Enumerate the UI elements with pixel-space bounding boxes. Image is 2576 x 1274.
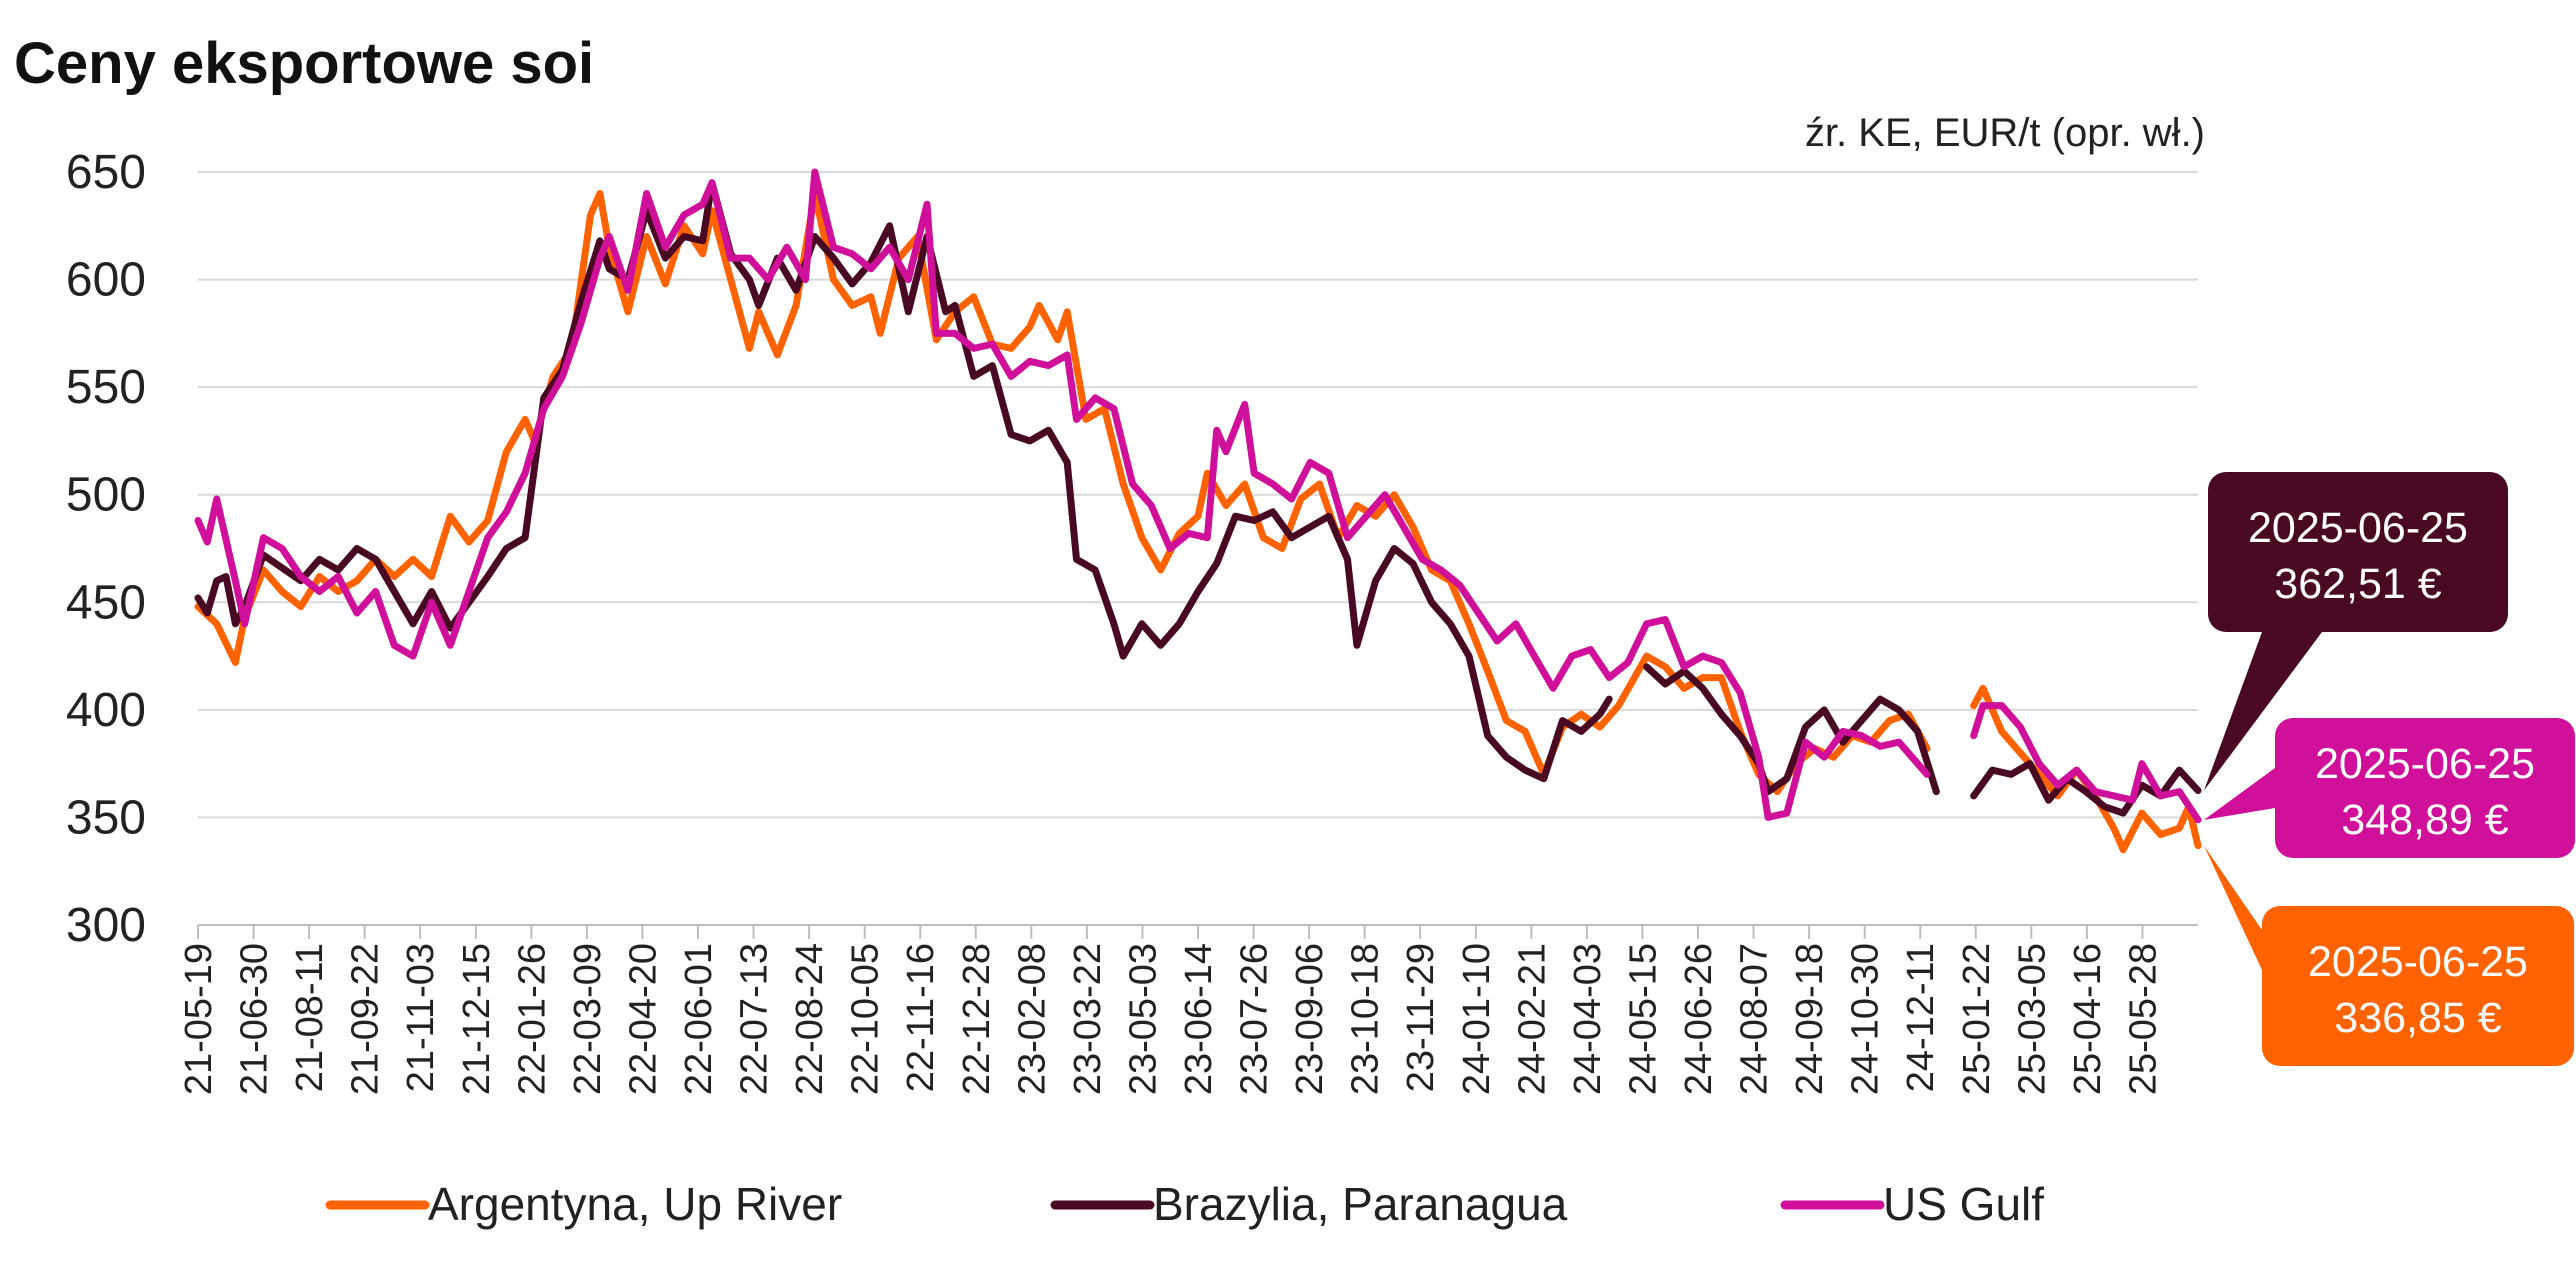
legend-item-1: Argentyna, Up River [325,1178,842,1230]
gridlines [198,171,2198,926]
x-tick-label: 23-07-26 [1234,943,1276,1095]
y-tick-label: 650 [66,146,146,199]
x-tick-label: 23-06-14 [1178,943,1220,1095]
x-tick-label: 25-04-16 [2067,943,2109,1095]
x-tick-label: 21-05-19 [178,943,220,1095]
legend: Argentyna, Up River Brazylia, Paranagua US… [325,1178,2044,1230]
y-tick-label: 450 [66,576,146,629]
x-tick-label: 21-06-30 [234,943,276,1095]
x-tick-label: 22-12-28 [956,943,998,1095]
series-3 [194,168,2202,824]
x-axis-ticks: 21-05-19 21-06-30 21-08-11 21-09-22 21-11-03… [178,925,2164,1095]
callout-value: 362,51 € [2274,560,2441,608]
legend-label: Argentyna, Up River [428,1178,842,1230]
x-tick-label: 24-06-26 [1678,943,1720,1095]
x-tick-label: 25-01-22 [1956,943,1998,1095]
series-line [1643,663,1940,796]
series-line [194,190,1931,796]
callout-value: 348,89 € [2341,796,2508,844]
callout-pointer [2204,632,2322,791]
callout-date: 2025-06-25 [2315,740,2535,788]
callout-1: 2025-06-25 362,51 € [2204,472,2508,791]
x-tick-label: 23-10-18 [1345,943,1387,1095]
y-tick-label: 400 [66,684,146,737]
series-line [194,179,1613,783]
callout-value: 336,85 € [2334,994,2501,1042]
x-tick-label: 22-04-20 [622,943,664,1095]
series-lines [194,168,2202,854]
series-line [194,168,1931,821]
legend-label: Brazylia, Paranagua [1153,1178,1568,1230]
x-tick-label: 24-09-18 [1789,943,1831,1095]
series-line [1970,702,2202,824]
callout-date: 2025-06-25 [2308,938,2528,986]
y-tick-label: 600 [66,254,146,307]
x-tick-label: 23-05-03 [1122,943,1164,1095]
x-tick-label: 24-01-10 [1456,943,1498,1095]
x-tick-label: 24-02-21 [1511,943,1553,1095]
legend-item-2: Brazylia, Paranagua [1050,1178,1568,1230]
x-tick-label: 21-12-15 [456,943,498,1095]
y-axis-ticks: 300 350 400 450 500 550 600 650 [66,146,146,952]
x-tick-label: 22-06-01 [678,943,720,1095]
callout-3: 2025-06-25 336,85 € [2204,845,2574,1066]
x-tick-label: 22-10-05 [845,943,887,1095]
callout-pointer [2204,845,2262,970]
x-tick-label: 21-08-11 [289,943,331,1092]
callout-box [2262,906,2574,1066]
x-tick-label: 23-03-22 [1067,943,1109,1095]
x-tick-label: 22-01-26 [511,943,553,1095]
x-tick-label: 21-11-03 [400,943,442,1092]
x-tick-label: 23-09-06 [1289,943,1331,1095]
y-tick-label: 300 [66,899,146,952]
callout-pointer [2204,768,2275,820]
x-tick-label: 23-11-29 [1400,943,1442,1092]
callout-box [2208,472,2508,632]
x-tick-label: 22-08-24 [789,943,831,1095]
x-tick-label: 23-02-08 [1011,943,1053,1095]
x-tick-label: 22-07-13 [734,943,776,1095]
y-tick-label: 550 [66,361,146,414]
x-tick-label: 25-05-28 [2122,943,2164,1095]
callout-box [2275,718,2575,858]
legend-item-3: US Gulf [1780,1178,2044,1230]
x-tick-label: 22-03-09 [567,943,609,1095]
x-tick-label: 24-04-03 [1567,943,1609,1095]
unit-label: źr. KE, EUR/t (opr. wł.) [1805,111,2205,155]
y-tick-label: 350 [66,791,146,844]
chart-title: Ceny eksportowe soi [14,31,595,96]
x-tick-label: 24-12-11 [1900,943,1942,1092]
callout-2: 2025-06-25 348,89 € [2204,718,2575,858]
callout-date: 2025-06-25 [2248,504,2468,552]
x-tick-label: 24-08-07 [1734,943,1776,1095]
x-tick-label: 21-09-22 [345,943,387,1095]
x-tick-label: 24-10-30 [1845,943,1887,1095]
x-tick-label: 22-11-16 [900,943,942,1092]
legend-label: US Gulf [1883,1178,2044,1230]
x-tick-label: 25-03-05 [2011,943,2053,1095]
x-tick-label: 24-05-15 [1622,943,1664,1095]
y-tick-label: 500 [66,469,146,522]
series-line [1970,760,2202,817]
